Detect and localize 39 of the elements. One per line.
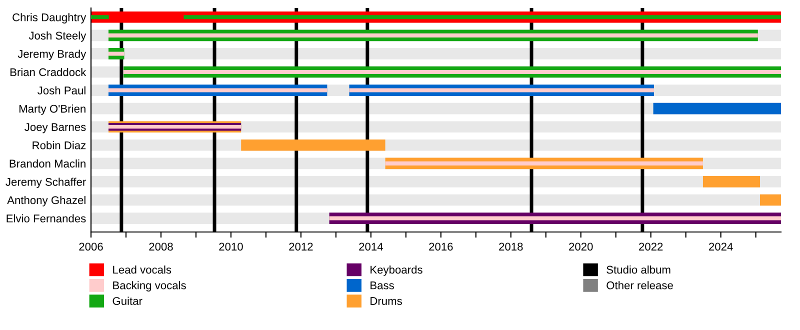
x-tick-label: 2008 [149, 242, 173, 251]
x-tick-label: 2012 [289, 242, 313, 251]
bar [108, 88, 328, 92]
y-tick-label: Josh Steely [28, 31, 86, 42]
bar [184, 15, 781, 20]
bar [241, 139, 386, 151]
bar [702, 176, 760, 188]
legend-label: Lead vocals [113, 265, 172, 274]
y-tick-label: Brandon Maclin [10, 159, 86, 168]
x-tick-label: 2024 [709, 242, 733, 251]
bar [349, 88, 654, 92]
legend-label: Keyboards [370, 265, 422, 276]
bar [653, 102, 781, 114]
y-tick-label: Marty O'Brien [19, 104, 86, 115]
y-tick-label: Jeremy Schaffer [6, 178, 86, 188]
y-tick-label: Elvio Fernandes [6, 214, 86, 222]
x-tick-label: 2018 [499, 242, 523, 251]
legend-label: Other release [606, 281, 673, 290]
x-tick-label: 2006 [79, 242, 103, 251]
legend-label: Backing vocals [113, 281, 186, 292]
legend-label: Guitar [112, 296, 142, 305]
y-tick-label: Chris Daughtry [12, 13, 86, 24]
y-tick-label: Brian Craddock [10, 68, 86, 76]
bar [760, 194, 781, 206]
x-tick-label: 2010 [219, 242, 243, 251]
legend-label: Drums [370, 297, 402, 305]
x-tick-label: 2020 [569, 242, 593, 251]
y-tick-label: Jeremy Brady [18, 50, 86, 60]
y-tick-label: Joey Barnes [24, 123, 86, 134]
x-tick-label: 2014 [359, 242, 383, 251]
x-tick-label: 2016 [429, 242, 453, 251]
legend-label: Bass [370, 282, 394, 290]
bar [385, 161, 703, 166]
bar [108, 52, 124, 56]
y-tick-label: Josh Paul [38, 86, 86, 94]
y-tick-label: Anthony Ghazel [7, 196, 86, 206]
x-tick-label: 2022 [639, 242, 663, 251]
legend-label: Studio album [606, 265, 670, 274]
y-tick-label: Robin Diaz [32, 141, 86, 150]
